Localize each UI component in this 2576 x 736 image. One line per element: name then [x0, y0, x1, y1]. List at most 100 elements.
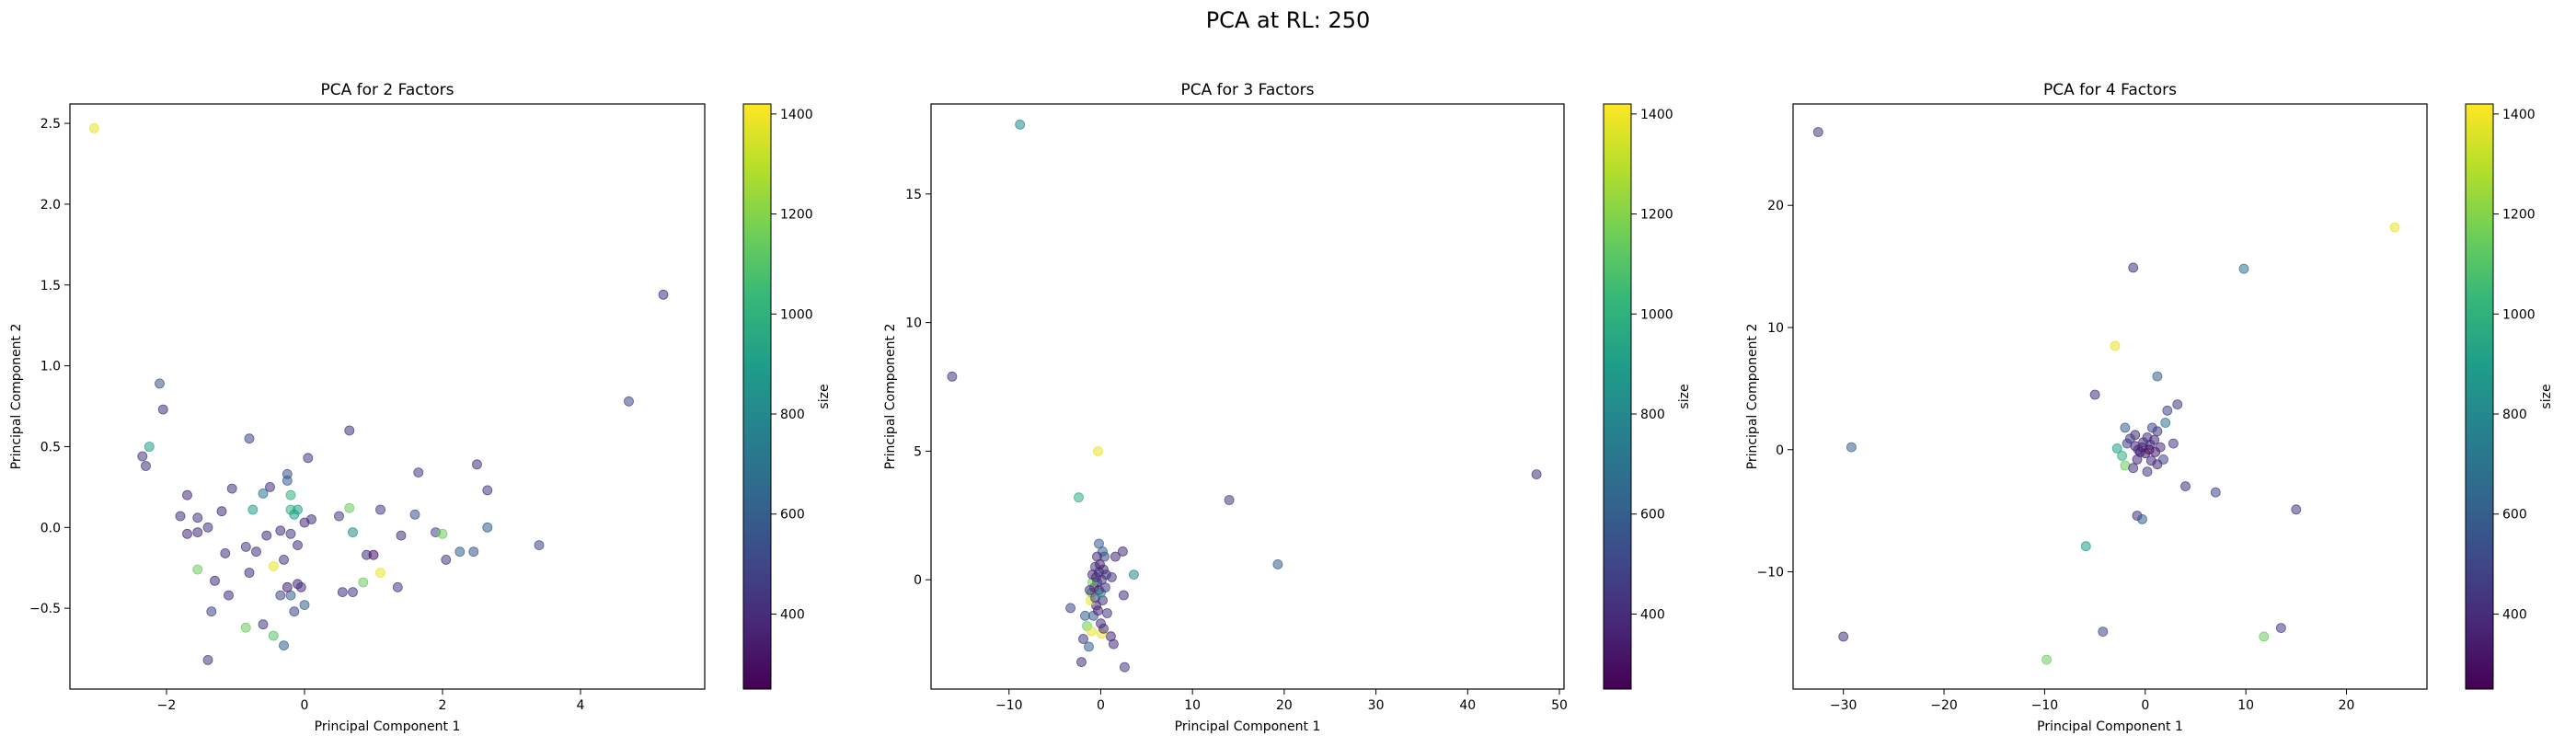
data-point: [282, 581, 293, 592]
data-point: [337, 587, 348, 597]
colorbar-gradient: [2465, 103, 2494, 690]
x-axis-label: Principal Component 1: [2037, 719, 2183, 734]
y-tick-label: −0.5: [29, 602, 61, 616]
data-point: [2210, 487, 2221, 498]
data-point: [2128, 463, 2139, 474]
data-point: [1129, 569, 1139, 580]
data-point: [293, 540, 303, 550]
data-point: [137, 451, 148, 462]
data-point: [658, 289, 669, 300]
data-point: [1093, 445, 1103, 456]
data-point: [240, 542, 251, 552]
data-point: [1095, 559, 1105, 569]
data-point: [251, 546, 261, 558]
data-point: [2389, 222, 2400, 233]
data-point: [1100, 582, 1110, 592]
data-point: [299, 600, 310, 610]
colorbar-tick-label: 1400: [780, 108, 813, 122]
data-point: [468, 546, 479, 558]
data-point: [285, 528, 296, 539]
colorbar-tick-label: 1400: [1640, 108, 1673, 122]
data-point: [210, 575, 220, 586]
y-axis-label: Principal Component 2: [883, 324, 898, 470]
data-point: [265, 482, 275, 492]
scatter-points: [1812, 127, 2400, 665]
data-point: [409, 509, 420, 520]
y-tick-label: 10: [905, 316, 922, 331]
data-point: [2238, 263, 2249, 274]
colorbar-tick-label: 800: [2502, 408, 2527, 422]
data-point: [268, 630, 279, 641]
data-point: [624, 396, 634, 407]
data-point: [2291, 504, 2302, 515]
data-point: [2275, 623, 2286, 633]
data-point: [182, 489, 192, 500]
x-axis-label: Principal Component 1: [315, 719, 461, 734]
data-point: [1085, 585, 1095, 595]
data-point: [348, 587, 358, 597]
x-tick-label: 20: [1276, 698, 1293, 713]
data-point: [2137, 514, 2147, 524]
data-point: [244, 568, 255, 578]
y-tick-label: 0.0: [40, 521, 61, 535]
data-point: [220, 548, 231, 558]
data-point: [282, 476, 293, 486]
data-point: [192, 512, 203, 523]
colorbar-tick-label: 1000: [780, 307, 813, 322]
data-point: [261, 530, 272, 541]
x-tick-label: −10: [2031, 698, 2059, 713]
x-tick-label: 0: [2141, 698, 2149, 713]
data-point: [2098, 627, 2109, 637]
data-point: [413, 467, 424, 477]
data-point: [1078, 634, 1088, 644]
data-point: [244, 433, 255, 444]
x-tick-label: 50: [1551, 698, 1568, 713]
colorbar: 400 600 800 1000 1200 1400 size: [1603, 103, 1692, 690]
colorbar-label: size: [817, 384, 832, 408]
data-point: [2172, 399, 2183, 410]
data-point: [1102, 608, 1112, 618]
data-point: [88, 122, 99, 133]
data-point: [279, 640, 289, 650]
scatter-points: [947, 119, 1542, 673]
colorbar-gradient: [742, 103, 772, 690]
y-tick-label: 2.0: [40, 198, 61, 213]
data-point: [348, 527, 358, 537]
data-point: [2142, 466, 2153, 477]
data-point: [2117, 450, 2128, 461]
data-point: [1110, 551, 1121, 562]
data-point: [1224, 495, 1235, 505]
colorbar-label: size: [1677, 384, 1692, 408]
x-tick-label: 0: [301, 698, 309, 713]
colorbar-tick-label: 1000: [1640, 307, 1673, 322]
data-point: [2128, 262, 2139, 273]
data-point: [344, 502, 355, 513]
y-tick-label: 15: [905, 188, 922, 202]
x-tick-label: 10: [2237, 698, 2254, 713]
data-point: [141, 461, 151, 471]
data-point: [2133, 444, 2144, 455]
data-point: [268, 561, 279, 571]
data-point: [344, 425, 355, 436]
colorbar-tick-label: 400: [780, 607, 805, 622]
data-point: [1812, 127, 1823, 137]
data-point: [279, 555, 289, 565]
data-point: [1087, 626, 1097, 637]
x-tick-label: 2: [439, 698, 447, 713]
colorbar-label: size: [2539, 384, 2554, 408]
data-point: [289, 606, 300, 617]
data-point: [192, 564, 203, 575]
data-point: [2162, 405, 2173, 416]
colorbar-tick-label: 400: [2502, 607, 2527, 622]
colorbar: 400 600 800 1000 1200 1400 size: [2465, 103, 2554, 690]
pca-2-factors-panel: PCA for 2 Factors −2 0 2 4 −0.5 0.0 0.5 1.0 1.5 2.…: [9, 81, 832, 734]
data-point: [224, 590, 234, 601]
data-point: [192, 527, 203, 537]
data-point: [1119, 590, 1129, 601]
x-tick-label: −20: [1930, 698, 1958, 713]
colorbar-tick-label: 800: [1640, 408, 1665, 422]
data-point: [1065, 603, 1075, 614]
x-tick-label: 0: [1097, 698, 1105, 713]
data-point: [1080, 610, 1090, 621]
data-point: [2149, 434, 2160, 445]
